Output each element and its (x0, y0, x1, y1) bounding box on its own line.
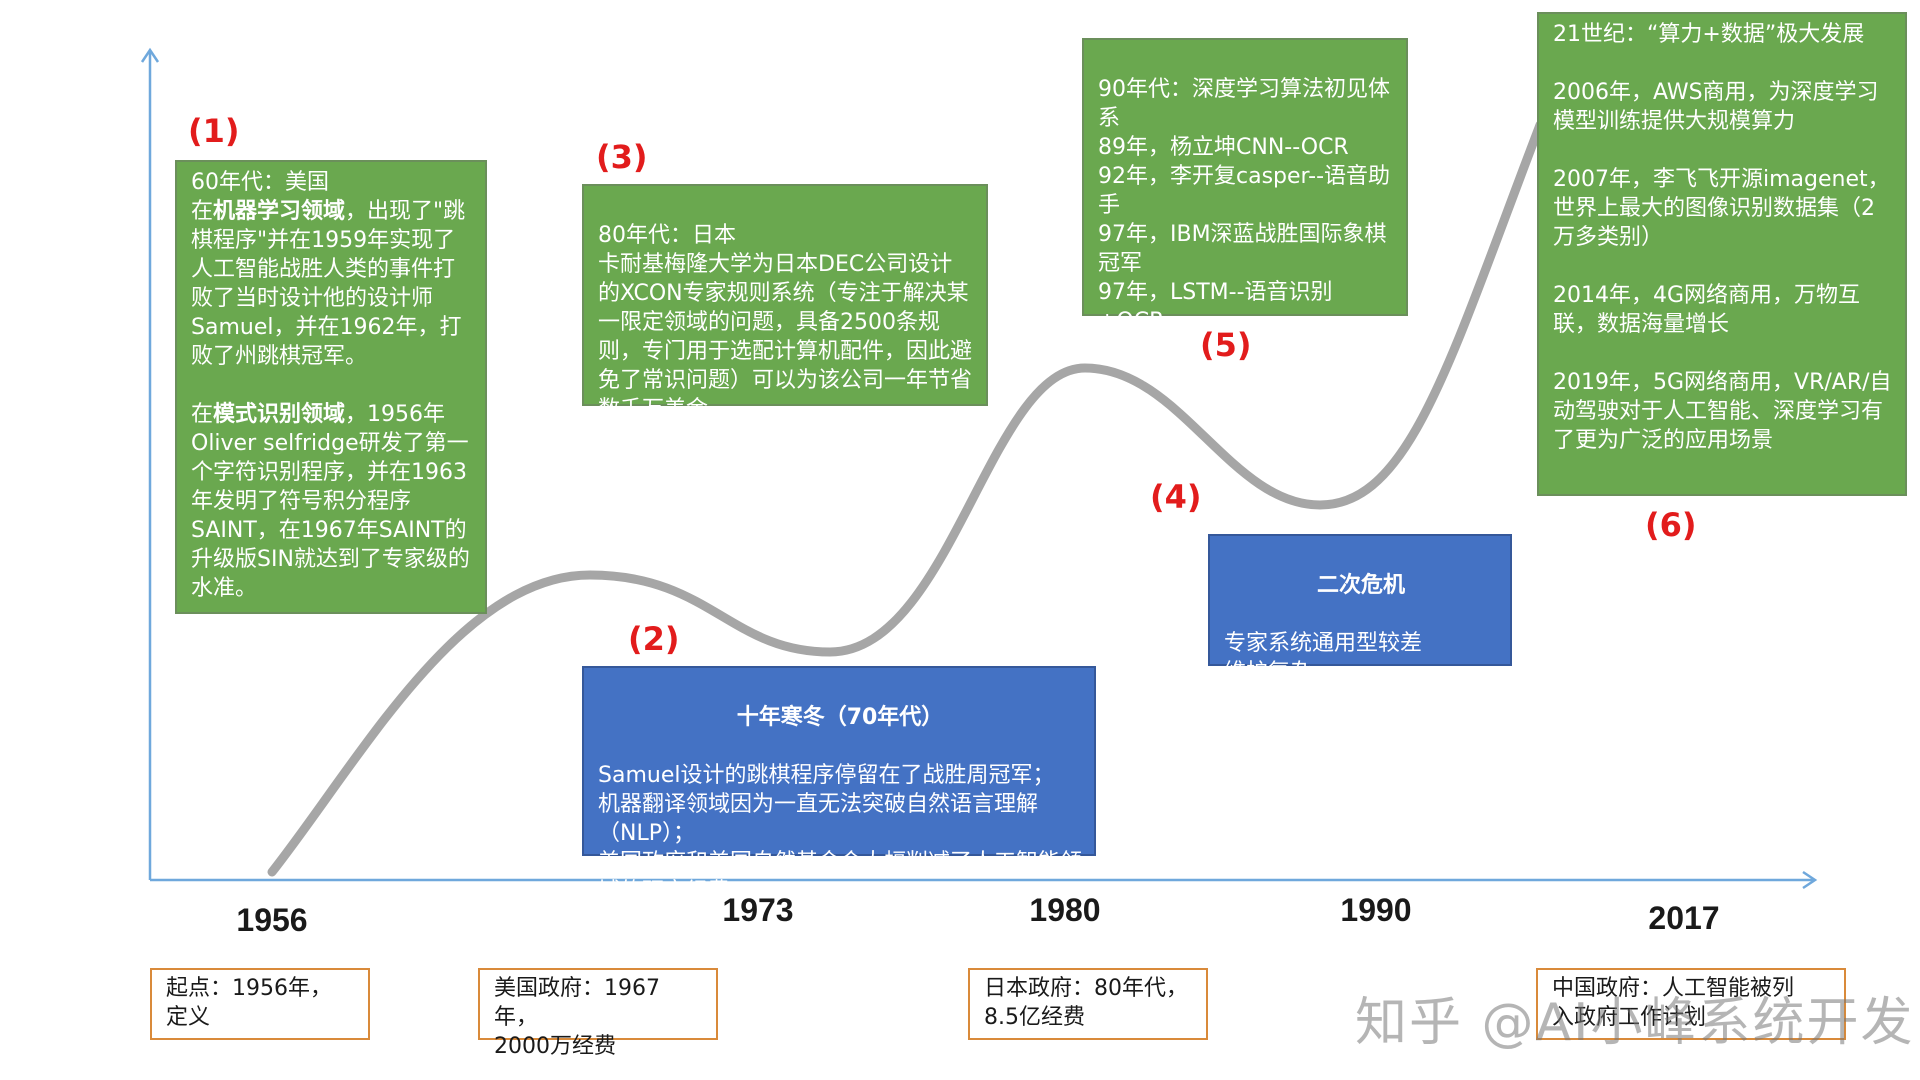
year-1980: 1980 (1029, 892, 1101, 928)
marker-5: (5) (1200, 326, 1252, 364)
marker-2: (2) (628, 620, 680, 658)
year-1990: 1990 (1340, 892, 1412, 928)
box1-line1: 60年代：美国 (191, 170, 329, 195)
year-1973: 1973 (722, 892, 794, 928)
note-china-government: 中国政府：人工智能被列 入政府工作计划 (1536, 968, 1846, 1040)
marker-1: (1) (188, 112, 240, 150)
box-1990s-deep-learning: 90年代：深度学习算法初见体系 89年，杨立坤CNN--OCR 92年，李开复c… (1082, 38, 1408, 334)
development-curve (267, 120, 1545, 877)
box2-body: Samuel设计的跳棋程序停留在了战胜周冠军； 机器翻译领域因为一直无法突破自然… (598, 763, 1083, 904)
box3-text: 80年代：日本 卡耐基梅隆大学为日本DEC公司设计的XCON专家规则系统（专注于… (598, 223, 973, 422)
box1-paragraph1: 在机器学习领域，出现了"跳棋程序"并在1959年实现了人工智能战胜人类的事件打败… (191, 199, 466, 369)
marker-4: (4) (1150, 478, 1202, 516)
x-axis-arrow (1802, 870, 1818, 890)
box-1980s-japan: 80年代：日本 卡耐基梅隆大学为日本DEC公司设计的XCON专家规则系统（专注于… (582, 184, 988, 422)
note-1956-origin: 起点：1956年， 定义 (150, 968, 370, 1040)
box6-p3: 2007年，李飞飞开源imagenet，世界上最大的图像识别数据集（2万多类别） (1553, 167, 1890, 250)
box6-p2: 2006年，AWS商用，为深度学习模型训练提供大规模算力 (1553, 80, 1879, 134)
box-21st-century: 21世纪：“算力+数据”极大发展 2006年，AWS商用，为深度学习模型训练提供… (1537, 12, 1907, 496)
box-second-crisis: 二次危机 专家系统通用型较差 维护复杂 经费缩减 (1208, 534, 1512, 714)
box6-p1: 21世纪：“算力+数据”极大发展 (1553, 22, 1865, 47)
y-axis-arrow (140, 47, 160, 63)
watermark: 知乎 @AI小峰系统开发 (1355, 993, 1915, 1053)
box5-text: 90年代：深度学习算法初见体系 89年，杨立坤CNN--OCR 92年，李开复c… (1098, 77, 1391, 334)
marker-6: (6) (1645, 506, 1697, 544)
year-2017: 2017 (1648, 900, 1720, 936)
box1-paragraph2: 在模式识别领域，1956年Oliver selfridge研发了第一个字符识别程… (191, 402, 470, 601)
note-us-government: 美国政府：1967年， 2000万经费 (478, 968, 718, 1059)
box-1960s-usa: 60年代：美国 在机器学习领域，出现了"跳棋程序"并在1959年实现了人工智能战… (175, 160, 487, 614)
box4-body: 专家系统通用型较差 维护复杂 经费缩减 (1224, 631, 1423, 714)
marker-3: (3) (596, 138, 648, 176)
note-japan-government: 日本政府：80年代， 8.5亿经费 (968, 968, 1208, 1040)
box2-title: 十年寒冬（70年代） (736, 705, 944, 730)
box-ai-winter: 十年寒冬（70年代） Samuel设计的跳棋程序停留在了战胜周冠军； 机器翻译领… (582, 666, 1096, 904)
box4-title: 二次危机 (1316, 573, 1405, 598)
year-1956: 1956 (236, 902, 308, 938)
box6-p4: 2014年，4G网络商用，万物互联，数据海量增长 (1553, 283, 1861, 337)
box6-p5: 2019年，5G网络商用，VR/AR/自动驾驶对于人工智能、深度学习有了更为广泛… (1553, 370, 1892, 453)
